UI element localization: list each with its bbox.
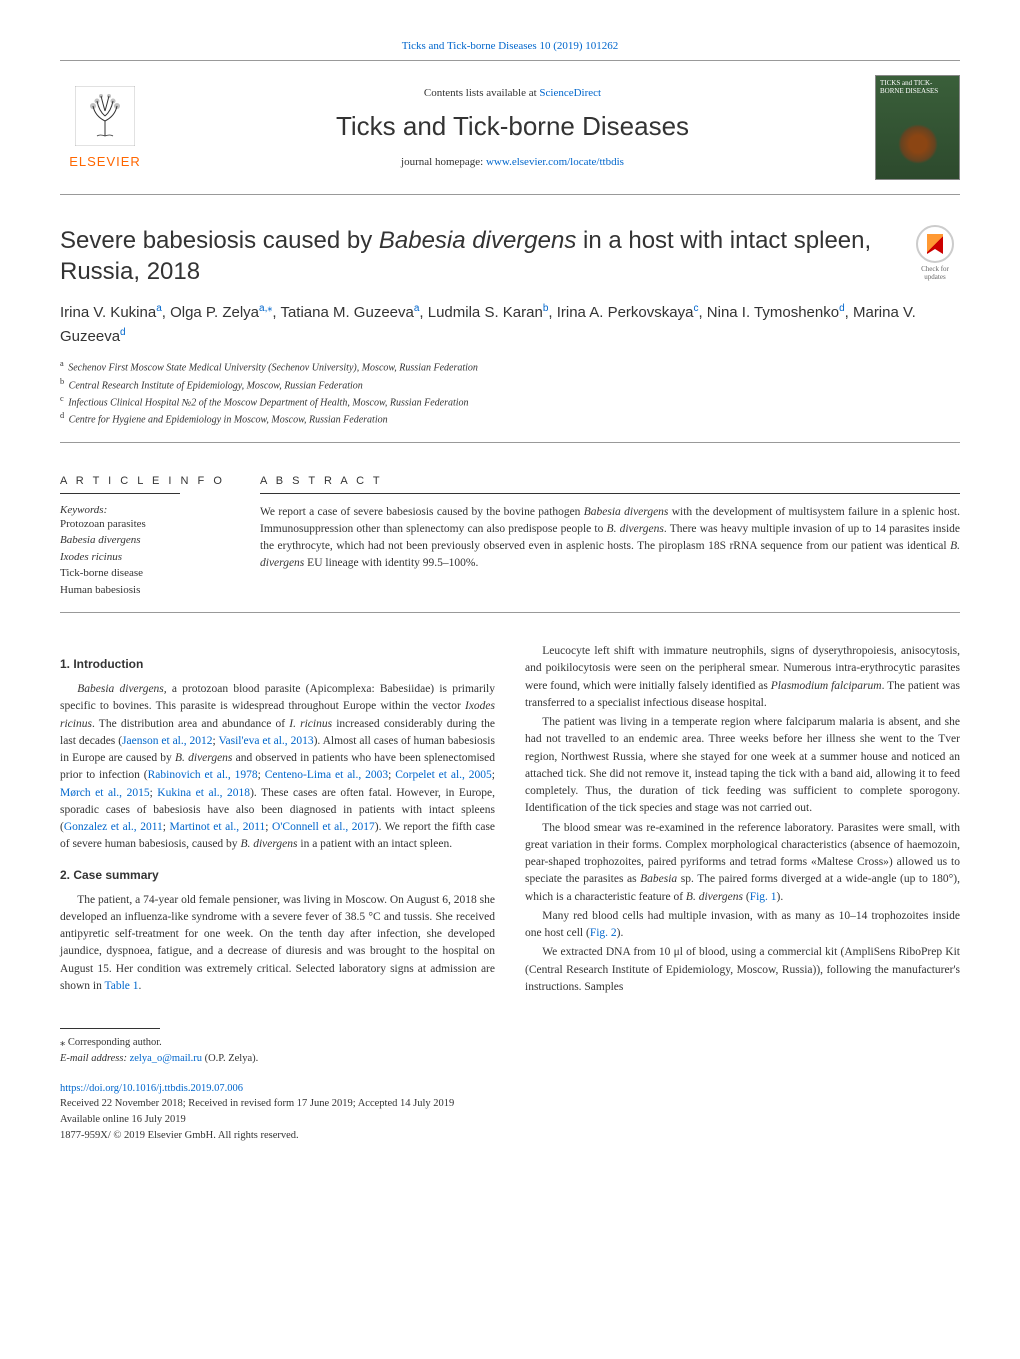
email-link[interactable]: zelya_o@mail.ru <box>130 1053 202 1064</box>
body-columns: 1. Introduction Babesia divergens, a pro… <box>60 643 960 998</box>
doi-link[interactable]: https://doi.org/10.1016/j.ttbdis.2019.07… <box>60 1083 243 1094</box>
rule <box>60 194 960 195</box>
doi-line: https://doi.org/10.1016/j.ttbdis.2019.07… <box>60 1081 960 1097</box>
elsevier-tree-icon <box>75 86 135 146</box>
author-list: Irina V. Kukinaa, Olga P. Zelyaa,⁎, Tati… <box>60 301 960 348</box>
publisher-logo: ELSEVIER <box>60 86 150 169</box>
journal-cover-thumbnail[interactable]: TICKS and TICK-BORNE DISEASES <box>875 75 960 180</box>
article-title-row: Severe babesiosis caused by Babesia dive… <box>60 225 960 287</box>
affiliation-ref[interactable]: a <box>156 303 162 314</box>
table1-link[interactable]: Table 1 <box>105 980 139 992</box>
homepage-text: journal homepage: <box>401 156 486 168</box>
citation-link[interactable]: Ticks and Tick-borne Diseases 10 (2019) … <box>402 40 619 52</box>
keywords-list: Protozoan parasitesBabesia divergensIxod… <box>60 516 230 599</box>
fig1-link[interactable]: Fig. 1 <box>750 891 777 903</box>
affiliation-ref[interactable]: b <box>543 303 549 314</box>
case-p1: The patient, a 74-year old female pensio… <box>60 894 495 992</box>
journal-center: Contents lists available at ScienceDirec… <box>150 87 875 168</box>
contents-line: Contents lists available at ScienceDirec… <box>150 87 875 99</box>
rule <box>60 442 960 443</box>
rule <box>60 60 960 61</box>
journal-title: Ticks and Tick-borne Diseases <box>150 111 875 142</box>
rule <box>60 612 960 613</box>
bookmark-icon <box>927 234 943 254</box>
affiliation-ref[interactable]: d <box>839 303 845 314</box>
col2-p2: The patient was living in a temperate re… <box>525 714 960 818</box>
abstract-heading: A B S T R A C T <box>260 475 960 487</box>
citation-header: Ticks and Tick-borne Diseases 10 (2019) … <box>60 40 960 52</box>
cover-title: TICKS and TICK-BORNE DISEASES <box>876 76 959 99</box>
fig2-link[interactable]: Fig. 2 <box>590 927 617 939</box>
check-updates-text: Check for updates <box>910 265 960 281</box>
sciencedirect-link[interactable]: ScienceDirect <box>539 87 601 99</box>
available-line: Available online 16 July 2019 <box>60 1112 960 1128</box>
corresponding-author: ⁎ Corresponding author. <box>60 1035 960 1051</box>
footer-rule <box>60 1028 160 1029</box>
check-circle-icon <box>916 225 954 263</box>
col2-p4b: ). <box>617 927 624 939</box>
publisher-name: ELSEVIER <box>60 154 150 169</box>
article-info-heading: A R T I C L E I N F O <box>60 475 230 487</box>
right-column: Leucocyte left shift with immature neutr… <box>525 643 960 998</box>
email-label: E-mail address: <box>60 1053 130 1064</box>
affiliations-list: a Sechenov First Moscow State Medical Un… <box>60 358 960 427</box>
contents-text: Contents lists available at <box>424 87 539 99</box>
abstract-column: A B S T R A C T We report a case of seve… <box>260 475 960 599</box>
case-text: The patient, a 74-year old female pensio… <box>60 892 495 996</box>
info-abstract-row: A R T I C L E I N F O Keywords: Protozoa… <box>60 463 960 599</box>
keywords-label: Keywords: <box>60 504 230 516</box>
abstract-text: We report a case of severe babesiosis ca… <box>260 504 960 573</box>
col2-p5: We extracted DNA from 10 μl of blood, us… <box>525 944 960 996</box>
article-title: Severe babesiosis caused by Babesia dive… <box>60 225 890 287</box>
left-column: 1. Introduction Babesia divergens, a pro… <box>60 643 495 998</box>
homepage-link[interactable]: www.elsevier.com/locate/ttbdis <box>486 156 624 168</box>
affiliation-ref[interactable]: a <box>414 303 420 314</box>
cover-tick-icon <box>898 124 938 164</box>
affiliation-ref[interactable]: c <box>693 303 698 314</box>
email-line: E-mail address: zelya_o@mail.ru (O.P. Ze… <box>60 1051 960 1067</box>
email-name: (O.P. Zelya). <box>202 1053 258 1064</box>
homepage-line: journal homepage: www.elsevier.com/locat… <box>150 156 875 168</box>
affiliation-ref[interactable]: a, <box>259 303 267 314</box>
intro-text: Babesia divergens, a protozoan blood par… <box>60 681 495 854</box>
affiliation-ref[interactable]: d <box>120 327 126 338</box>
check-updates-badge[interactable]: Check for updates <box>910 225 960 281</box>
received-line: Received 22 November 2018; Received in r… <box>60 1096 960 1112</box>
case-p1-end: . <box>139 980 142 992</box>
title-species: Babesia divergens <box>379 227 576 254</box>
intro-heading: 1. Introduction <box>60 657 495 671</box>
footer: ⁎ Corresponding author. E-mail address: … <box>60 1028 960 1144</box>
case-heading: 2. Case summary <box>60 868 495 882</box>
article-info-column: A R T I C L E I N F O Keywords: Protozoa… <box>60 475 260 599</box>
journal-header: ELSEVIER Contents lists available at Sci… <box>60 65 960 190</box>
rule <box>60 493 180 494</box>
col2-text: Leucocyte left shift with immature neutr… <box>525 643 960 996</box>
copyright-line: 1877-959X/ © 2019 Elsevier GmbH. All rig… <box>60 1128 960 1144</box>
title-pre: Severe babesiosis caused by <box>60 227 379 254</box>
rule <box>260 493 960 494</box>
